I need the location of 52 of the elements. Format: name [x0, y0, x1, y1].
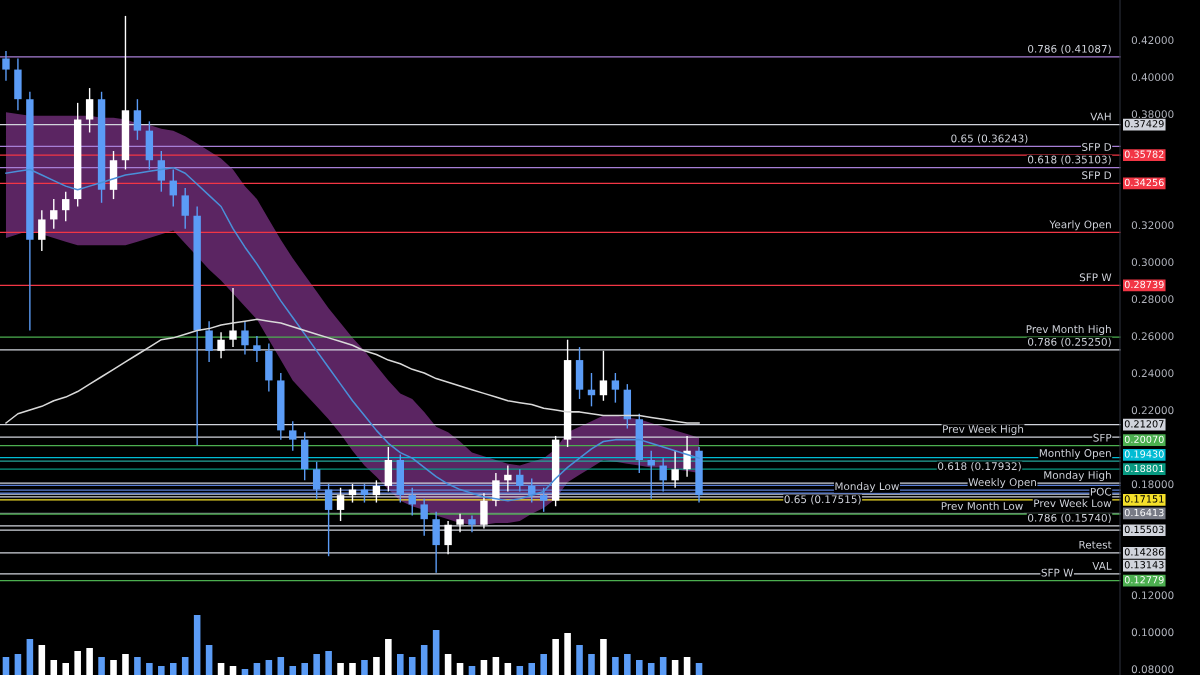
ref-line-label: 0.16413: [1124, 508, 1164, 517]
ref-line-label: 0.20070: [1124, 435, 1164, 444]
annotation: 0.65 (0.36243): [951, 134, 1028, 144]
annotation: 0.65 (0.17515): [784, 495, 861, 505]
annotation: Monday High: [1044, 470, 1111, 482]
annotation: Monthly Open: [1039, 448, 1111, 460]
y-tick-label: 0.12000: [1131, 591, 1174, 600]
ref-line-label: 0.34256: [1124, 178, 1164, 187]
annotation: SFP W: [1079, 273, 1112, 282]
annotation: Prev Month High: [1026, 324, 1111, 336]
annotation: Retest: [1079, 540, 1112, 549]
annotation: VAL: [1092, 562, 1112, 570]
ref-line-label: 0.19430: [1124, 450, 1164, 458]
annotation: SFP: [1093, 433, 1112, 442]
ref-line-label: 0.28739: [1124, 280, 1164, 289]
y-tick-label: 0.26000: [1131, 332, 1174, 341]
ref-line-label: 0.12779: [1124, 576, 1164, 584]
ref-line-label: 0.21207: [1124, 420, 1164, 428]
y-tick-label: 0.32000: [1131, 221, 1174, 230]
annotation: SFP D: [1082, 143, 1112, 151]
y-tick-label: 0.10000: [1131, 628, 1174, 637]
y-tick-label: 0.40000: [1131, 73, 1174, 82]
annotation: POC: [1090, 487, 1112, 496]
annotation: 0.618 (0.35103): [1028, 155, 1111, 165]
y-tick-label: 0.08000: [1131, 665, 1174, 674]
annotation: 0.618 (0.17932): [938, 462, 1021, 472]
y-tick-label: 0.24000: [1131, 369, 1174, 378]
ref-line-label: 0.37429: [1124, 120, 1164, 128]
y-tick-label: 0.42000: [1131, 36, 1174, 45]
ref-line-label: 0.17151: [1124, 495, 1164, 503]
annotation: Weekly Open: [968, 477, 1037, 489]
annotation: 0.786 (0.15740): [1028, 513, 1111, 523]
annotation: SFP W: [1041, 568, 1074, 577]
annotation: Prev Week Low: [1034, 499, 1112, 508]
annotation: SFP D: [1082, 171, 1112, 180]
y-tick-label: 0.22000: [1131, 406, 1174, 415]
ref-line-label: 0.14286: [1124, 548, 1164, 556]
annotation: VAH: [1090, 112, 1111, 121]
y-tick-label: 0.38000: [1131, 110, 1174, 119]
annotation: Yearly Open: [1049, 220, 1111, 231]
y-tick-label: 0.30000: [1131, 258, 1174, 267]
annotation: Prev Week High: [943, 424, 1024, 435]
ref-line-label: 0.18801: [1124, 464, 1164, 473]
annotation: 0.786 (0.25250): [1028, 337, 1111, 348]
y-tick-label: 0.18000: [1131, 480, 1174, 489]
annotation: Prev Month Low: [941, 501, 1023, 510]
annotation: Monday Low: [835, 482, 899, 493]
legend-label: 0.13143: [1124, 561, 1164, 569]
annotation: 0.786 (0.41087): [1028, 44, 1111, 54]
ref-line-label: 0.35782: [1124, 150, 1164, 158]
ref-line-label: 0.15503: [1124, 525, 1164, 534]
y-tick-label: 0.28000: [1131, 295, 1174, 304]
